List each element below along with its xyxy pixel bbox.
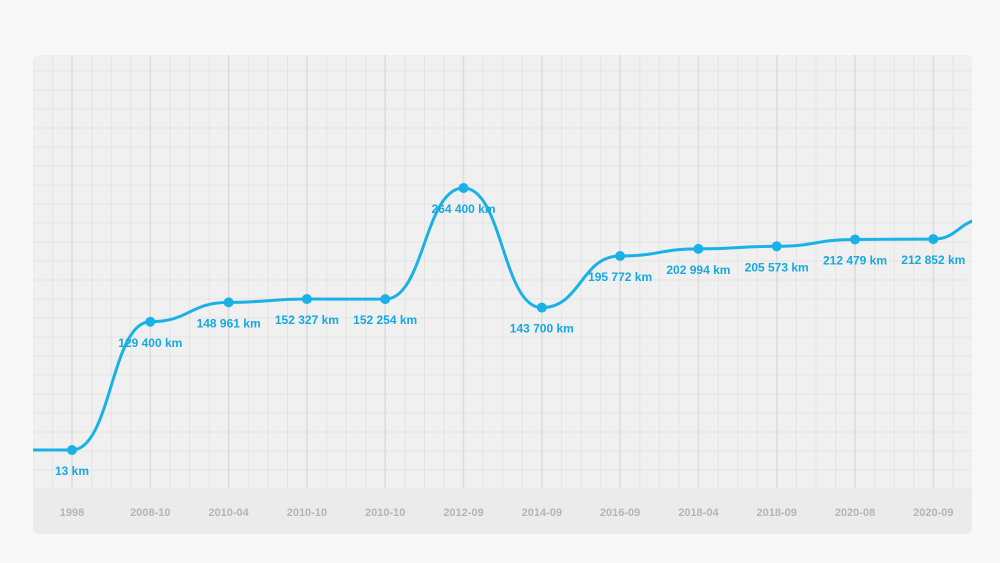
data-point[interactable] bbox=[301, 294, 312, 305]
data-point[interactable] bbox=[615, 251, 626, 262]
x-tick-label: 2010-10 bbox=[287, 507, 327, 519]
data-label: 202 994 km bbox=[666, 263, 730, 277]
data-point[interactable] bbox=[693, 243, 704, 254]
line-chart: 13 km 129 400 km 148 961 km 152 327 km 152 2… bbox=[33, 55, 972, 534]
data-point[interactable] bbox=[380, 294, 391, 305]
data-label: 148 961 km bbox=[197, 316, 261, 330]
data-labels: 13 km 129 400 km 148 961 km 152 327 km 152 2… bbox=[55, 202, 965, 478]
data-label: 212 852 km bbox=[901, 253, 965, 267]
x-tick-label: 2018-04 bbox=[678, 507, 719, 519]
data-point[interactable] bbox=[67, 444, 77, 455]
series-line bbox=[33, 186, 972, 452]
data-label: 212 479 km bbox=[823, 253, 887, 267]
data-label: 143 700 km bbox=[510, 322, 574, 336]
data-label: 13 km bbox=[55, 464, 89, 478]
data-points bbox=[67, 183, 939, 455]
x-tick-label: 2010-10 bbox=[365, 507, 405, 519]
x-tick-label: 2018-09 bbox=[757, 507, 797, 519]
x-tick-label: 2016-09 bbox=[600, 507, 640, 519]
data-label: 152 254 km bbox=[353, 313, 417, 327]
data-label: 152 327 km bbox=[275, 313, 339, 327]
data-label: 195 772 km bbox=[588, 270, 652, 284]
data-point[interactable] bbox=[536, 302, 547, 313]
x-tick-label: 2010-04 bbox=[208, 507, 249, 519]
x-axis-band bbox=[33, 489, 972, 534]
x-tick-label: 2020-08 bbox=[835, 507, 875, 519]
data-point[interactable] bbox=[145, 316, 156, 327]
x-tick-label: 2012-09 bbox=[443, 507, 483, 519]
data-point[interactable] bbox=[771, 241, 782, 252]
data-label: 129 400 km bbox=[118, 336, 182, 350]
x-tick-label: 1998 bbox=[60, 507, 84, 519]
data-point[interactable] bbox=[850, 234, 860, 245]
x-axis-ticks: 1998 2008-10 2010-04 2010-10 2010-10 2012-09 2… bbox=[60, 507, 954, 519]
data-point[interactable] bbox=[458, 183, 469, 193]
data-point[interactable] bbox=[223, 297, 234, 308]
data-label: 264 400 km bbox=[431, 202, 495, 216]
x-tick-label: 2008-10 bbox=[130, 507, 170, 519]
grid bbox=[33, 55, 972, 490]
data-label: 205 573 km bbox=[745, 260, 809, 274]
x-tick-label: 2014-09 bbox=[522, 507, 562, 519]
x-tick-label: 2020-09 bbox=[913, 507, 953, 519]
chart-card: 13 km 129 400 km 148 961 km 152 327 km 152 2… bbox=[33, 55, 972, 534]
data-point[interactable] bbox=[928, 234, 939, 245]
